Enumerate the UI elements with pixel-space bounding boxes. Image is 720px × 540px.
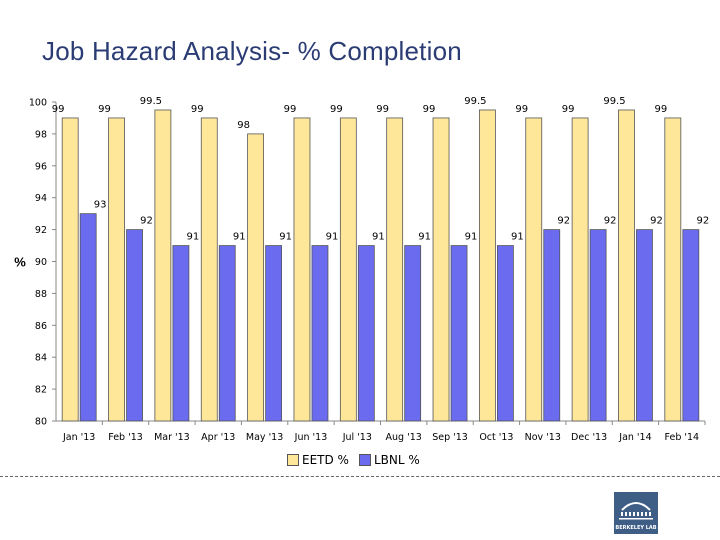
legend-swatch-eetd — [287, 454, 299, 466]
x-tick-label: Apr '13 — [201, 432, 235, 443]
data-label-eetd: 99 — [284, 104, 297, 115]
data-label-eetd: 99.5 — [464, 96, 486, 107]
data-label-lbnl: 92 — [650, 216, 663, 227]
bar-lbnl — [79, 213, 97, 422]
bar-eetd — [200, 117, 218, 422]
x-tick-label: Jan '14 — [618, 432, 651, 443]
berkeley-lab-logo: BERKELEY LAB — [614, 492, 658, 534]
bar-eetd — [432, 117, 450, 422]
bar-lbnl — [311, 245, 329, 422]
data-label-eetd: 99 — [423, 104, 436, 115]
bar-lbnl — [357, 245, 375, 422]
legend-label-lbnl: LBNL % — [373, 453, 420, 467]
bar-eetd — [478, 109, 496, 422]
data-label-lbnl: 92 — [140, 216, 153, 227]
bar-lbnl — [543, 229, 561, 422]
footer-divider — [0, 476, 720, 477]
data-label-lbnl: 92 — [604, 216, 617, 227]
data-label-lbnl: 91 — [233, 232, 246, 243]
x-tick-label: Jan '13 — [62, 432, 95, 443]
y-tick-label: 88 — [35, 289, 47, 300]
x-tick-label: Feb '14 — [665, 432, 700, 443]
bar-eetd — [386, 117, 404, 422]
bar-lbnl — [172, 245, 190, 422]
x-tick-label: Dec '13 — [571, 432, 607, 443]
x-tick-label: Sep '13 — [432, 432, 468, 443]
bar-eetd — [154, 109, 172, 422]
legend-label-eetd: EETD % — [302, 453, 349, 467]
data-label-lbnl: 92 — [557, 216, 570, 227]
data-label-eetd: 99 — [515, 104, 528, 115]
bar-lbnl — [682, 229, 700, 422]
building-icon — [619, 502, 653, 520]
data-label-eetd: 99 — [330, 104, 343, 115]
data-label-eetd: 99.5 — [603, 96, 625, 107]
bar-eetd — [571, 117, 589, 422]
data-label-lbnl: 91 — [187, 232, 200, 243]
data-label-lbnl: 93 — [94, 200, 107, 211]
y-tick-label: 94 — [35, 193, 47, 204]
data-label-lbnl: 91 — [465, 232, 478, 243]
bar-eetd — [618, 109, 635, 422]
data-label-eetd: 99 — [191, 104, 204, 115]
data-label-lbnl: 92 — [696, 216, 709, 227]
legend: EETD % LBNL % — [287, 453, 430, 467]
y-tick-label: 80 — [35, 417, 47, 428]
data-label-lbnl: 91 — [418, 232, 431, 243]
y-tick-label: 86 — [35, 321, 47, 332]
bar-eetd — [339, 117, 357, 422]
data-label-lbnl: 91 — [511, 232, 524, 243]
y-axis-label: % — [14, 255, 26, 270]
y-tick-label: 84 — [35, 353, 47, 364]
data-label-eetd: 99 — [376, 104, 389, 115]
y-tick-label: 82 — [35, 385, 47, 396]
legend-item-eetd: EETD % — [287, 453, 349, 467]
x-tick-label: May '13 — [246, 432, 283, 443]
y-tick-label: 98 — [35, 129, 47, 140]
bar-eetd — [293, 117, 311, 422]
y-tick-label: 100 — [29, 98, 47, 109]
bar-lbnl — [218, 245, 236, 422]
bar-eetd — [664, 117, 682, 422]
legend-swatch-lbnl — [358, 454, 371, 466]
x-tick-label: Aug '13 — [386, 432, 422, 443]
data-label-eetd: 99 — [562, 104, 575, 115]
bar-lbnl — [636, 229, 653, 422]
chart-title: Job Hazard Analysis- % Completion — [42, 36, 462, 66]
data-label-lbnl: 91 — [326, 232, 339, 243]
bar-lbnl — [450, 245, 468, 422]
data-label-eetd: 99 — [654, 104, 667, 115]
bar-lbnl — [265, 245, 283, 422]
x-tick-label: Mar '13 — [154, 432, 190, 443]
data-label-eetd: 98 — [237, 120, 250, 131]
bar-eetd — [61, 117, 79, 422]
y-tick-label: 90 — [35, 257, 47, 268]
bar-lbnl — [589, 229, 607, 422]
bar-lbnl — [404, 245, 422, 422]
data-label-eetd: 99 — [98, 104, 111, 115]
data-label-lbnl: 91 — [279, 232, 292, 243]
x-tick-label: Jul '13 — [342, 432, 372, 443]
logo-text: BERKELEY LAB — [615, 525, 657, 531]
x-tick-label: Oct '13 — [479, 432, 513, 443]
data-label-eetd: 99 — [52, 104, 65, 115]
bar-eetd — [525, 117, 543, 422]
bar-lbnl — [126, 229, 143, 422]
data-label-eetd: 99.5 — [140, 96, 162, 107]
x-tick-label: Nov '13 — [525, 432, 561, 443]
x-tick-label: Feb '13 — [108, 432, 143, 443]
y-tick-label: 96 — [35, 161, 47, 172]
legend-item-lbnl: LBNL % — [358, 453, 420, 467]
bar-eetd — [247, 133, 265, 422]
bar-eetd — [108, 117, 125, 422]
y-tick-label: 92 — [35, 225, 47, 236]
data-label-lbnl: 91 — [372, 232, 385, 243]
x-tick-label: Jun '13 — [294, 432, 328, 443]
bar-lbnl — [496, 245, 514, 422]
